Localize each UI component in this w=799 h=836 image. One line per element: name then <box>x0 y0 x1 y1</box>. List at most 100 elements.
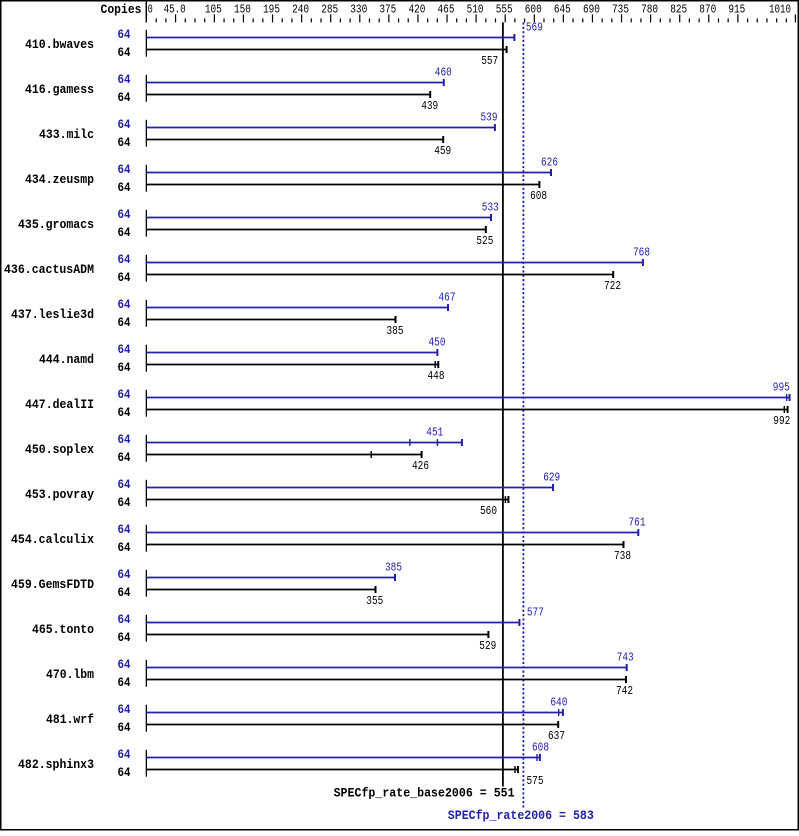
svg-text:64: 64 <box>118 657 131 672</box>
svg-text:450: 450 <box>429 337 446 350</box>
svg-text:64: 64 <box>118 342 131 357</box>
svg-text:64: 64 <box>118 90 131 105</box>
svg-text:SPECfp_rate_base2006 = 551: SPECfp_rate_base2006 = 551 <box>334 785 515 800</box>
svg-text:64: 64 <box>118 27 131 42</box>
svg-text:64: 64 <box>118 630 131 645</box>
svg-text:433.milc: 433.milc <box>39 127 94 142</box>
svg-text:375: 375 <box>379 3 396 16</box>
svg-text:557: 557 <box>481 55 498 68</box>
svg-text:64: 64 <box>118 225 131 240</box>
svg-text:64: 64 <box>118 180 131 195</box>
svg-text:992: 992 <box>773 415 790 428</box>
svg-text:64: 64 <box>118 405 131 420</box>
svg-text:434.zeusmp: 434.zeusmp <box>25 172 94 187</box>
svg-text:64: 64 <box>118 450 131 465</box>
svg-text:64: 64 <box>118 270 131 285</box>
svg-text:738: 738 <box>614 550 631 563</box>
svg-text:465: 465 <box>438 3 455 16</box>
svg-text:481.wrf: 481.wrf <box>46 712 94 727</box>
svg-text:825: 825 <box>670 3 687 16</box>
svg-text:645: 645 <box>554 3 571 16</box>
svg-text:460: 460 <box>435 67 452 80</box>
svg-text:240: 240 <box>292 3 309 16</box>
svg-text:444.namd: 444.namd <box>39 352 94 367</box>
svg-text:470.lbm: 470.lbm <box>46 667 94 682</box>
svg-text:64: 64 <box>118 747 131 762</box>
svg-text:385: 385 <box>385 562 402 575</box>
svg-text:447.dealII: 447.dealII <box>25 397 94 412</box>
svg-text:64: 64 <box>118 360 131 375</box>
svg-text:608: 608 <box>530 190 547 203</box>
svg-text:64: 64 <box>118 162 131 177</box>
svg-text:64: 64 <box>118 297 131 312</box>
svg-text:915: 915 <box>728 3 745 16</box>
svg-text:690: 690 <box>583 3 600 16</box>
svg-text:64: 64 <box>118 432 131 447</box>
svg-text:640: 640 <box>550 697 567 710</box>
svg-text:436.cactusADM: 436.cactusADM <box>4 262 94 277</box>
svg-text:195: 195 <box>263 3 280 16</box>
svg-text:105: 105 <box>205 3 222 16</box>
svg-text:459: 459 <box>434 145 451 158</box>
svg-text:64: 64 <box>118 567 131 582</box>
svg-text:637: 637 <box>548 730 565 743</box>
svg-text:465.tonto: 465.tonto <box>32 622 94 637</box>
svg-text:560: 560 <box>480 505 497 518</box>
svg-text:426: 426 <box>412 460 429 473</box>
svg-text:64: 64 <box>118 252 131 267</box>
svg-text:64: 64 <box>118 702 131 717</box>
svg-text:454.calculix: 454.calculix <box>11 532 94 547</box>
svg-text:533: 533 <box>482 202 499 215</box>
svg-text:995: 995 <box>773 382 790 395</box>
svg-text:64: 64 <box>118 495 131 510</box>
svg-text:416.gamess: 416.gamess <box>25 82 94 97</box>
svg-text:437.leslie3d: 437.leslie3d <box>11 307 94 322</box>
svg-text:467: 467 <box>439 292 456 305</box>
svg-text:525: 525 <box>476 235 493 248</box>
svg-text:64: 64 <box>118 765 131 780</box>
svg-text:435.gromacs: 435.gromacs <box>18 217 94 232</box>
svg-text:448: 448 <box>428 370 445 383</box>
svg-text:608: 608 <box>532 742 549 755</box>
svg-text:64: 64 <box>118 720 131 735</box>
svg-text:64: 64 <box>118 477 131 492</box>
svg-text:SPECfp_rate2006 = 583: SPECfp_rate2006 = 583 <box>448 808 594 823</box>
svg-text:45.0: 45.0 <box>164 3 186 16</box>
svg-text:768: 768 <box>633 247 650 260</box>
svg-text:451: 451 <box>426 427 443 440</box>
svg-text:Copies: Copies <box>101 2 142 17</box>
svg-text:626: 626 <box>541 157 558 170</box>
svg-text:64: 64 <box>118 45 131 60</box>
svg-text:410.bwaves: 410.bwaves <box>25 37 94 52</box>
svg-text:439: 439 <box>421 100 438 113</box>
svg-text:64: 64 <box>118 585 131 600</box>
svg-text:555: 555 <box>496 3 513 16</box>
svg-text:355: 355 <box>366 595 383 608</box>
svg-text:600: 600 <box>525 3 542 16</box>
svg-text:569: 569 <box>526 22 543 35</box>
svg-text:742: 742 <box>616 685 633 698</box>
svg-text:64: 64 <box>118 72 131 87</box>
svg-text:761: 761 <box>629 517 646 530</box>
svg-text:285: 285 <box>321 3 338 16</box>
svg-text:539: 539 <box>481 112 498 125</box>
svg-text:575: 575 <box>527 775 544 788</box>
svg-text:0: 0 <box>148 3 153 16</box>
svg-text:743: 743 <box>617 652 634 665</box>
svg-text:64: 64 <box>118 522 131 537</box>
svg-text:64: 64 <box>118 315 131 330</box>
svg-text:64: 64 <box>118 117 131 132</box>
svg-text:64: 64 <box>118 675 131 690</box>
svg-text:529: 529 <box>479 640 496 653</box>
svg-text:780: 780 <box>641 3 658 16</box>
svg-text:64: 64 <box>118 387 131 402</box>
svg-text:450.soplex: 450.soplex <box>25 442 94 457</box>
svg-text:1010: 1010 <box>769 3 791 16</box>
svg-text:453.povray: 453.povray <box>25 487 94 502</box>
svg-text:385: 385 <box>387 325 404 338</box>
svg-text:420: 420 <box>408 3 425 16</box>
svg-text:629: 629 <box>543 472 560 485</box>
svg-text:64: 64 <box>118 540 131 555</box>
svg-text:150: 150 <box>234 3 251 16</box>
svg-text:482.sphinx3: 482.sphinx3 <box>18 757 94 772</box>
